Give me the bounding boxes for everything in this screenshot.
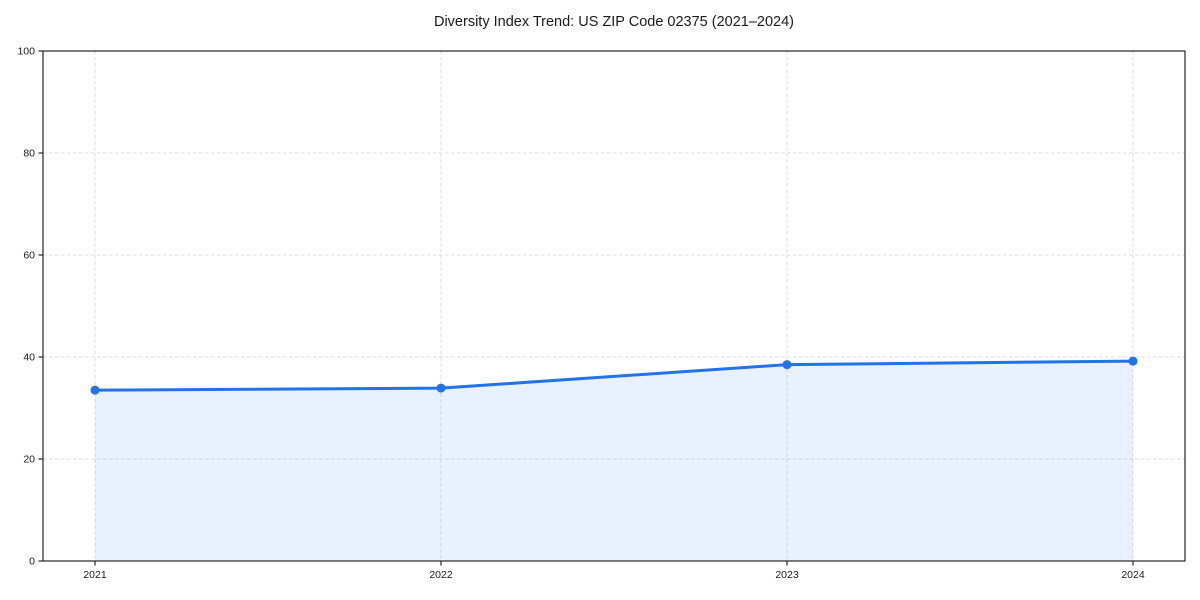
data-point-2024 [1128,356,1138,366]
x-axis-tick-label: 2024 [1121,569,1145,581]
y-axis-tick-label: 40 [23,352,35,364]
y-axis-tick-label: 60 [23,250,35,262]
y-axis-tick-label: 80 [23,148,35,160]
y-axis-tick-label: 100 [17,46,35,58]
y-axis-tick-label: 20 [23,454,35,466]
data-point-2021 [90,385,100,395]
trend-line [93,359,1135,392]
x-axis-tick-label: 2023 [775,569,799,581]
y-axis-tick-label: 0 [29,556,35,568]
x-axis-tick-label: 2021 [83,569,107,581]
data-point-2023 [782,360,792,370]
data-point-2022 [436,383,446,393]
area-fill [95,361,1133,561]
chart-title: Diversity Index Trend: US ZIP Code 02375… [433,14,795,30]
plot-border [42,50,1186,562]
x-axis-tick-label: 2022 [429,569,453,581]
